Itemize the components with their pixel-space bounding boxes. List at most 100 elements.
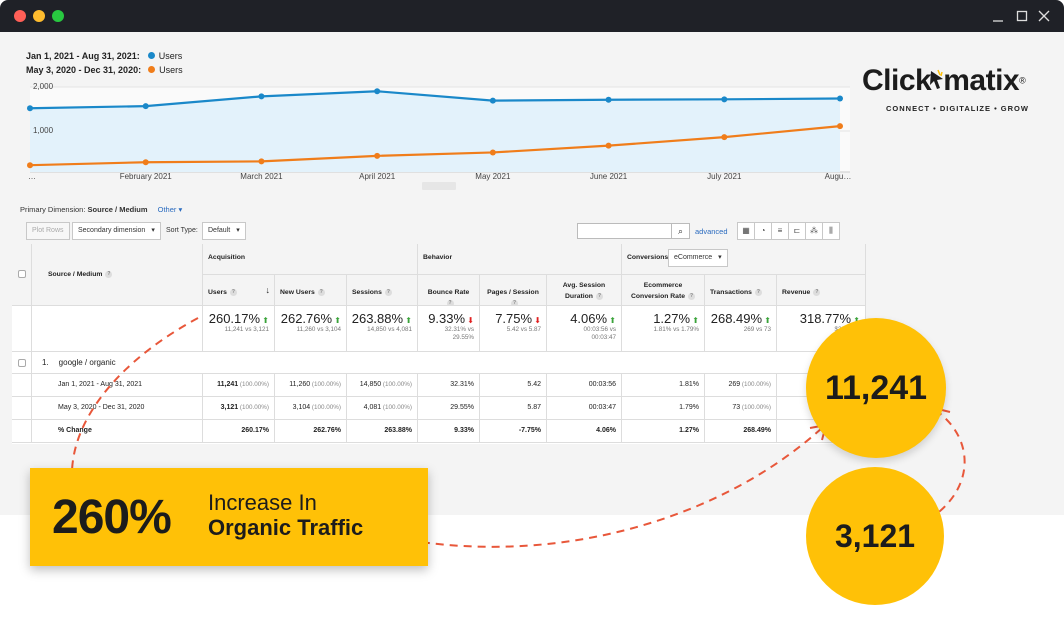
- header-users-label[interactable]: Users: [208, 289, 227, 296]
- pie-view-icon[interactable]: ◔: [754, 222, 772, 240]
- series-line-2: [29, 125, 841, 167]
- clickmatix-logo: Click matix® CONNECT • DIGITALIZE • GROW: [862, 64, 1052, 118]
- table-view-icon[interactable]: ▦: [737, 222, 755, 240]
- row-cell-transactions: 269 (100.00%): [705, 374, 777, 397]
- comparison-view-icon[interactable]: ⊏: [788, 222, 806, 240]
- other-dimension-link[interactable]: Other ▾: [157, 205, 183, 214]
- row-spacer: [12, 420, 32, 443]
- series-area-fill: [30, 91, 840, 172]
- data-point[interactable]: [258, 93, 265, 100]
- data-point[interactable]: [605, 142, 612, 149]
- maximize-icon[interactable]: [1014, 8, 1030, 24]
- summary-compare: 11,241 vs 3,121: [224, 326, 269, 333]
- cell-value: 9.33%: [454, 427, 474, 434]
- up-arrow-icon: ⬆: [403, 316, 412, 325]
- header-new-users-label[interactable]: New Users: [280, 289, 315, 296]
- header-avg-session-duration-label[interactable]: Duration: [565, 293, 593, 300]
- row-cell-ecommerce-conversion-rate: 1.27%: [622, 420, 705, 443]
- small-circle-value: 3,121: [834, 517, 916, 554]
- secondary-dimension-select[interactable]: Secondary dimension: [72, 222, 161, 240]
- help-icon[interactable]: ?: [446, 300, 454, 306]
- cell-value: 5.87: [527, 404, 541, 411]
- help-icon[interactable]: ?: [688, 293, 695, 300]
- cell-value: 262.76%: [313, 427, 341, 434]
- data-point[interactable]: [489, 97, 496, 104]
- data-point[interactable]: [374, 152, 381, 159]
- legend-dot-icon: [148, 66, 156, 73]
- chart-resize-handle[interactable]: [422, 182, 456, 190]
- data-point[interactable]: [27, 105, 33, 112]
- data-point[interactable]: [605, 96, 612, 103]
- secondary-dimension-label: Secondary dimension: [78, 227, 146, 234]
- search-icon[interactable]: ⌕: [671, 224, 689, 238]
- header-ecommerce-conversion-rate-label[interactable]: Conversion Rate: [630, 293, 685, 300]
- help-icon[interactable]: ?: [229, 289, 237, 296]
- performance-view-icon[interactable]: ≡: [771, 222, 789, 240]
- up-arrow-icon: ⬆: [607, 316, 616, 325]
- row-label: Jan 1, 2021 - Aug 31, 2021: [58, 381, 143, 388]
- legend-series-label: Users: [158, 51, 183, 61]
- data-point[interactable]: [374, 88, 381, 95]
- sort-arrow-icon[interactable]: ↓: [265, 285, 271, 295]
- data-point[interactable]: [721, 96, 728, 103]
- header-avg-session-duration: Avg. Session Duration?: [547, 275, 622, 306]
- cell-value: 3,121: [220, 404, 239, 411]
- zoom-dot-icon[interactable]: [52, 10, 64, 22]
- conversions-select[interactable]: eCommerce: [668, 249, 728, 267]
- primary-dimension-value[interactable]: Source / Medium: [87, 205, 148, 214]
- help-icon[interactable]: ?: [105, 271, 113, 278]
- conversions-select-value: eCommerce: [674, 254, 713, 261]
- header-pages-session-label[interactable]: Pages / Session: [487, 289, 539, 296]
- data-point[interactable]: [27, 162, 33, 169]
- x-tick-label: Augu…: [824, 172, 852, 181]
- header-bounce-rate-label[interactable]: Bounce Rate: [427, 289, 470, 296]
- data-point[interactable]: [142, 159, 149, 166]
- row-checkbox[interactable]: [18, 359, 26, 367]
- sort-type-value: Default: [208, 227, 231, 234]
- help-icon[interactable]: ?: [511, 300, 518, 306]
- header-avg-session-duration-label[interactable]: Avg. Session: [562, 282, 606, 289]
- header-sessions-label[interactable]: Sessions: [352, 289, 382, 296]
- minimize-dot-icon[interactable]: [33, 10, 45, 22]
- x-tick-label: March 2021: [240, 172, 283, 181]
- header-transactions: Transactions?: [705, 275, 777, 306]
- x-tick-label: July 2021: [707, 172, 742, 181]
- select-all-checkbox[interactable]: [18, 270, 26, 278]
- acquisition-label: Acquisition: [208, 254, 246, 261]
- close-icon[interactable]: [1036, 8, 1052, 24]
- search-input[interactable]: ⌕: [577, 223, 690, 239]
- header-transactions-label[interactable]: Transactions: [710, 289, 752, 296]
- help-icon[interactable]: ?: [317, 289, 325, 296]
- summary-compare: 269 vs 73: [743, 326, 771, 333]
- summary-value: 260.17%: [208, 311, 261, 326]
- data-point[interactable]: [721, 134, 728, 141]
- close-dot-icon[interactable]: [14, 10, 26, 22]
- help-icon[interactable]: ?: [754, 289, 762, 296]
- data-point[interactable]: [837, 95, 843, 102]
- data-table: Source / Medium? Acquisition Behavior Conve…: [12, 244, 866, 444]
- sort-type-label: Sort Type:: [166, 227, 198, 234]
- help-icon[interactable]: ?: [813, 289, 821, 296]
- data-point[interactable]: [258, 158, 265, 165]
- data-point[interactable]: [142, 103, 149, 110]
- help-icon[interactable]: ?: [384, 289, 392, 296]
- cell-value: 268.49%: [743, 427, 771, 434]
- advanced-link[interactable]: advanced: [695, 227, 728, 236]
- data-point[interactable]: [837, 123, 843, 130]
- cell-value: 29.55%: [450, 404, 474, 411]
- big-circle-value: 11,241: [824, 368, 928, 407]
- header-revenue-label[interactable]: Revenue: [782, 289, 811, 296]
- help-icon[interactable]: ?: [595, 293, 603, 300]
- header-ecommerce-conversion-rate-label[interactable]: Ecommerce: [643, 282, 683, 289]
- cell-value: 4,081: [363, 404, 382, 411]
- header-source-medium-label[interactable]: Source / Medium: [48, 271, 103, 278]
- row-source-medium-link[interactable]: google / organic: [58, 358, 116, 367]
- minimize-icon[interactable]: [990, 8, 1006, 24]
- logo-reg: ®: [1019, 75, 1026, 86]
- plot-rows-button[interactable]: Plot Rows: [26, 222, 70, 240]
- term-cloud-icon[interactable]: ⁂: [805, 222, 823, 240]
- pivot-view-icon[interactable]: ⫼: [822, 222, 840, 240]
- up-arrow-icon: ⬆: [260, 316, 269, 325]
- sort-type-select[interactable]: Default: [202, 222, 246, 240]
- data-point[interactable]: [489, 149, 496, 156]
